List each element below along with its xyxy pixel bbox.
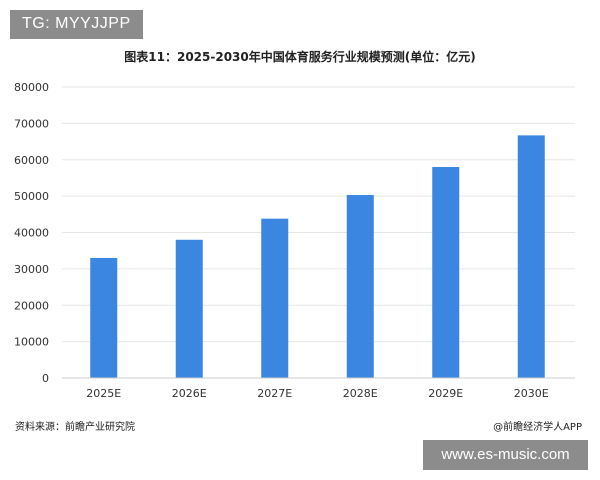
bar-2029E <box>432 167 460 378</box>
y-tick-label: 30000 <box>14 263 49 276</box>
bars <box>90 135 545 378</box>
y-tick-label: 60000 <box>14 154 49 167</box>
y-tick-label: 80000 <box>14 81 49 94</box>
x-tick-label: 2026E <box>172 387 207 400</box>
chart-title: 图表11：2025-2030年中国体育服务行业规模预测(单位：亿元) <box>124 50 476 64</box>
bar-2027E <box>261 218 289 378</box>
x-tick-label: 2028E <box>343 387 378 400</box>
bar-2028E <box>346 195 374 378</box>
y-axis-ticks: 0 10000 20000 30000 40000 50000 60000 70000 8000… <box>14 81 49 385</box>
source-note: 资料来源：前瞻产业研究院 <box>15 422 135 433</box>
y-tick-label: 50000 <box>14 190 49 203</box>
credit-note: @前瞻经济学人APP <box>493 422 582 433</box>
x-axis-ticks: 2025E 2026E 2027E 2028E 2029E 2030E <box>86 387 548 400</box>
x-tick-label: 2025E <box>86 387 121 400</box>
bar-2025E <box>90 257 118 378</box>
y-tick-label: 40000 <box>14 227 49 240</box>
bar-2030E <box>517 135 545 378</box>
y-tick-label: 70000 <box>14 117 49 130</box>
tg-tag: TG: MYYJJPP <box>10 10 143 39</box>
x-tick-label: 2029E <box>428 387 463 400</box>
y-tick-label: 0 <box>42 372 49 385</box>
bar-2026E <box>175 239 203 378</box>
x-tick-label: 2030E <box>514 387 549 400</box>
site-watermark: www.es-music.com <box>423 440 588 470</box>
y-tick-label: 10000 <box>14 336 49 349</box>
gridlines <box>62 86 575 343</box>
x-tick-label: 2027E <box>257 387 292 400</box>
y-tick-label: 20000 <box>14 299 49 312</box>
